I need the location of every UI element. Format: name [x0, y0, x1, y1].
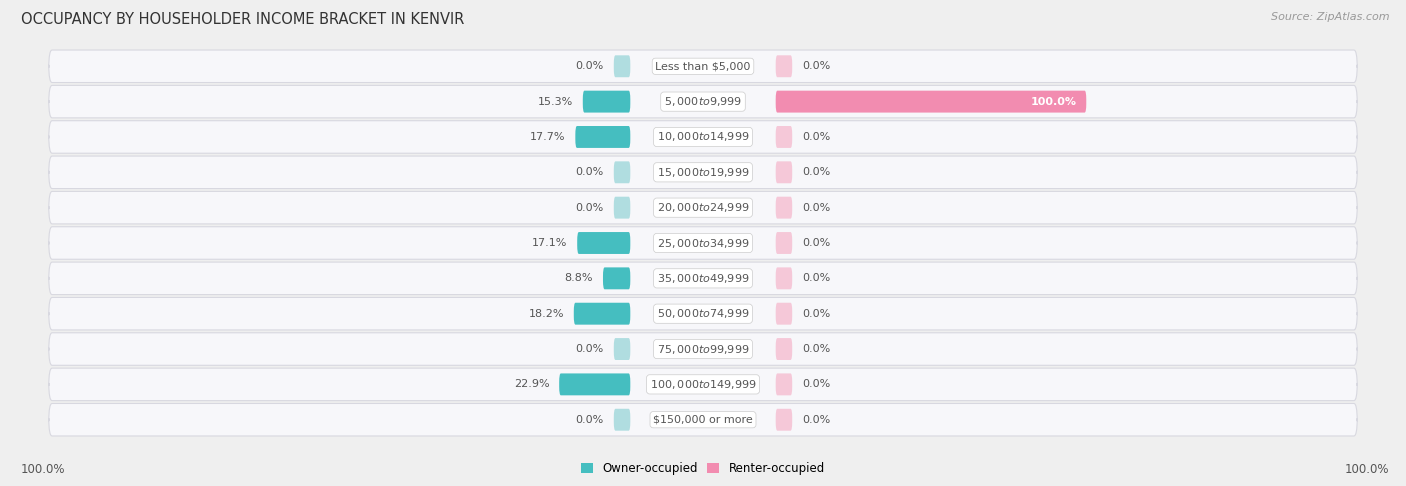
- FancyBboxPatch shape: [603, 267, 630, 289]
- FancyBboxPatch shape: [49, 368, 1357, 400]
- FancyBboxPatch shape: [776, 232, 792, 254]
- Text: 0.0%: 0.0%: [801, 203, 831, 213]
- Text: $20,000 to $24,999: $20,000 to $24,999: [657, 201, 749, 214]
- FancyBboxPatch shape: [49, 227, 1357, 259]
- FancyBboxPatch shape: [49, 156, 1357, 189]
- FancyBboxPatch shape: [776, 267, 792, 289]
- Legend: Owner-occupied, Renter-occupied: Owner-occupied, Renter-occupied: [581, 462, 825, 475]
- FancyBboxPatch shape: [776, 161, 792, 183]
- Text: $5,000 to $9,999: $5,000 to $9,999: [664, 95, 742, 108]
- FancyBboxPatch shape: [776, 373, 792, 395]
- Text: $10,000 to $14,999: $10,000 to $14,999: [657, 130, 749, 143]
- Text: 0.0%: 0.0%: [801, 344, 831, 354]
- FancyBboxPatch shape: [776, 197, 792, 219]
- Text: $100,000 to $149,999: $100,000 to $149,999: [650, 378, 756, 391]
- Text: 0.0%: 0.0%: [801, 380, 831, 389]
- Text: 18.2%: 18.2%: [529, 309, 564, 319]
- Text: $35,000 to $49,999: $35,000 to $49,999: [657, 272, 749, 285]
- Text: $25,000 to $34,999: $25,000 to $34,999: [657, 237, 749, 249]
- FancyBboxPatch shape: [49, 262, 1357, 295]
- FancyBboxPatch shape: [776, 303, 792, 325]
- FancyBboxPatch shape: [578, 232, 630, 254]
- Text: 0.0%: 0.0%: [575, 61, 605, 71]
- FancyBboxPatch shape: [560, 373, 630, 395]
- Text: 17.7%: 17.7%: [530, 132, 565, 142]
- FancyBboxPatch shape: [776, 338, 792, 360]
- FancyBboxPatch shape: [49, 297, 1357, 330]
- FancyBboxPatch shape: [614, 161, 630, 183]
- FancyBboxPatch shape: [614, 338, 630, 360]
- FancyBboxPatch shape: [776, 55, 792, 77]
- FancyBboxPatch shape: [49, 403, 1357, 436]
- FancyBboxPatch shape: [776, 126, 792, 148]
- Text: 0.0%: 0.0%: [801, 415, 831, 425]
- Text: 0.0%: 0.0%: [801, 167, 831, 177]
- Text: 100.0%: 100.0%: [1031, 97, 1077, 106]
- Text: $150,000 or more: $150,000 or more: [654, 415, 752, 425]
- Text: 8.8%: 8.8%: [565, 273, 593, 283]
- Text: $15,000 to $19,999: $15,000 to $19,999: [657, 166, 749, 179]
- FancyBboxPatch shape: [49, 86, 1357, 118]
- FancyBboxPatch shape: [574, 303, 630, 325]
- FancyBboxPatch shape: [614, 55, 630, 77]
- Text: 17.1%: 17.1%: [531, 238, 567, 248]
- FancyBboxPatch shape: [583, 91, 630, 113]
- Text: 100.0%: 100.0%: [21, 463, 66, 476]
- FancyBboxPatch shape: [776, 409, 792, 431]
- Text: 0.0%: 0.0%: [801, 273, 831, 283]
- FancyBboxPatch shape: [49, 333, 1357, 365]
- FancyBboxPatch shape: [49, 121, 1357, 153]
- FancyBboxPatch shape: [49, 50, 1357, 83]
- Text: 15.3%: 15.3%: [537, 97, 572, 106]
- Text: $75,000 to $99,999: $75,000 to $99,999: [657, 343, 749, 356]
- Text: 0.0%: 0.0%: [801, 309, 831, 319]
- Text: Source: ZipAtlas.com: Source: ZipAtlas.com: [1271, 12, 1389, 22]
- Text: $50,000 to $74,999: $50,000 to $74,999: [657, 307, 749, 320]
- FancyBboxPatch shape: [49, 191, 1357, 224]
- Text: 0.0%: 0.0%: [801, 132, 831, 142]
- Text: 0.0%: 0.0%: [575, 344, 605, 354]
- Text: OCCUPANCY BY HOUSEHOLDER INCOME BRACKET IN KENVIR: OCCUPANCY BY HOUSEHOLDER INCOME BRACKET …: [21, 12, 464, 27]
- Text: 0.0%: 0.0%: [575, 167, 605, 177]
- Text: Less than $5,000: Less than $5,000: [655, 61, 751, 71]
- Text: 22.9%: 22.9%: [513, 380, 550, 389]
- FancyBboxPatch shape: [776, 91, 1087, 113]
- Text: 0.0%: 0.0%: [575, 415, 605, 425]
- Text: 100.0%: 100.0%: [1344, 463, 1389, 476]
- Text: 0.0%: 0.0%: [801, 238, 831, 248]
- FancyBboxPatch shape: [614, 409, 630, 431]
- FancyBboxPatch shape: [575, 126, 630, 148]
- Text: 0.0%: 0.0%: [575, 203, 605, 213]
- Text: 0.0%: 0.0%: [801, 61, 831, 71]
- FancyBboxPatch shape: [614, 197, 630, 219]
